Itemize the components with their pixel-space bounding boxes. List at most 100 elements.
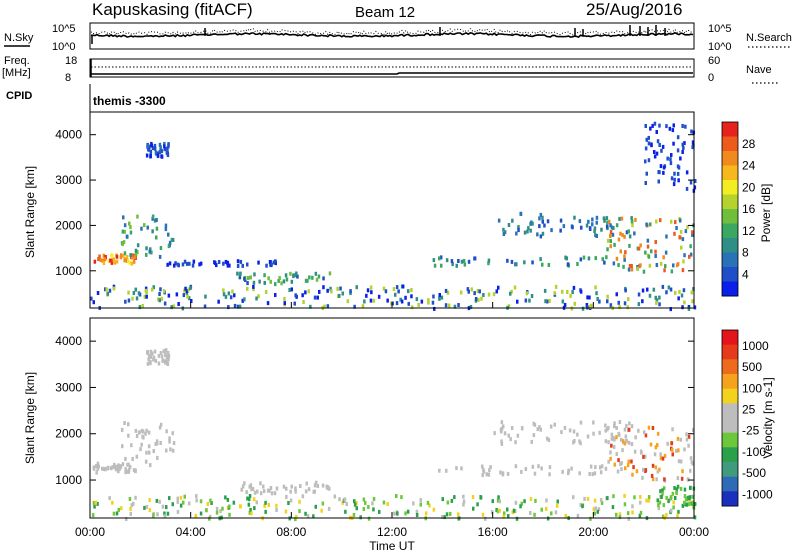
range-cell xyxy=(689,180,693,185)
range-cell xyxy=(651,463,655,468)
range-cell xyxy=(677,448,680,453)
y-tick-label: 4000 xyxy=(55,128,82,142)
range-cell xyxy=(109,258,112,263)
range-cell xyxy=(92,300,95,305)
range-cell xyxy=(645,498,648,503)
range-cell xyxy=(647,495,651,499)
range-cell xyxy=(155,235,158,240)
range-cell xyxy=(98,254,101,259)
x-tick-label: 20:00 xyxy=(578,525,608,539)
range-cell xyxy=(612,226,615,230)
range-cell xyxy=(147,357,150,362)
range-cell xyxy=(623,254,626,259)
range-cell xyxy=(247,502,251,507)
range-cell xyxy=(400,495,403,500)
range-cell xyxy=(184,286,187,291)
range-cell xyxy=(675,448,678,453)
range-cell xyxy=(229,295,233,300)
range-cell xyxy=(672,141,675,146)
range-cell xyxy=(248,510,252,515)
range-cell xyxy=(163,514,167,519)
range-cell xyxy=(152,285,155,290)
range-cell xyxy=(122,240,126,245)
range-cell xyxy=(156,455,159,460)
range-cell xyxy=(219,509,222,514)
range-cell xyxy=(239,271,242,276)
range-cell xyxy=(665,124,668,129)
colorbar-swatch xyxy=(722,403,738,419)
range-cell xyxy=(609,244,612,249)
date-title: 25/Aug/2016 xyxy=(586,0,682,19)
range-cell xyxy=(651,123,654,128)
range-cell xyxy=(145,294,148,299)
range-cell xyxy=(399,297,402,302)
range-cell xyxy=(570,466,573,471)
range-cell xyxy=(530,439,533,444)
range-cell xyxy=(606,496,609,501)
range-cell xyxy=(198,262,201,267)
range-cell xyxy=(343,497,346,502)
range-cell xyxy=(288,288,291,292)
range-cell xyxy=(313,295,317,300)
range-cell xyxy=(653,121,657,126)
range-cell xyxy=(618,216,621,221)
range-cell xyxy=(595,215,599,220)
range-cell xyxy=(353,499,356,504)
range-cell xyxy=(446,500,450,505)
freq-right-tick-top: 60 xyxy=(708,55,720,67)
range-cell xyxy=(167,357,170,362)
range-cell xyxy=(115,259,119,264)
range-cell xyxy=(604,439,608,444)
range-cell xyxy=(176,499,179,504)
range-cell xyxy=(145,428,148,433)
range-cell xyxy=(515,231,518,236)
range-cell xyxy=(604,466,608,471)
range-cell xyxy=(386,298,389,303)
range-cell xyxy=(93,259,97,264)
range-cell xyxy=(530,294,534,298)
range-cell xyxy=(613,421,616,426)
range-cell xyxy=(673,486,676,490)
range-cell xyxy=(298,509,301,514)
range-cell xyxy=(624,434,628,439)
range-cell xyxy=(107,259,111,264)
range-cell xyxy=(606,220,609,225)
range-cell xyxy=(247,276,250,280)
range-cell xyxy=(638,513,642,518)
colorbar-swatch xyxy=(722,359,738,375)
range-cell xyxy=(647,141,651,146)
range-cell xyxy=(513,285,517,290)
range-cell xyxy=(624,288,627,293)
range-cell xyxy=(155,218,158,222)
range-cell xyxy=(548,465,552,470)
range-cell xyxy=(569,293,572,298)
cpid-panel: CPID themis -3300 xyxy=(6,84,166,112)
range-cell xyxy=(296,274,299,279)
range-cell xyxy=(679,218,682,223)
range-cell xyxy=(480,296,483,301)
range-cell xyxy=(147,444,151,449)
range-cell xyxy=(683,141,686,146)
range-cell xyxy=(252,497,256,502)
range-cell xyxy=(692,428,695,433)
range-cell xyxy=(666,441,669,446)
range-cell xyxy=(676,484,680,489)
range-cell xyxy=(666,156,669,161)
range-cell xyxy=(586,497,590,501)
range-cell xyxy=(647,498,651,503)
range-cell xyxy=(301,293,304,298)
range-cell xyxy=(595,234,598,238)
noise-right-tick-bottom: 10^0 xyxy=(708,41,732,53)
range-cell xyxy=(189,286,192,291)
range-cell xyxy=(677,178,680,183)
range-cell xyxy=(290,287,293,292)
range-cell xyxy=(285,486,288,491)
range-cell xyxy=(236,259,240,264)
range-cell xyxy=(140,226,143,231)
range-cell xyxy=(540,466,543,471)
range-cell xyxy=(578,471,581,476)
velocity-colorbar-tick: -25 xyxy=(742,424,760,438)
range-cell xyxy=(649,126,652,131)
range-cell xyxy=(462,494,465,499)
